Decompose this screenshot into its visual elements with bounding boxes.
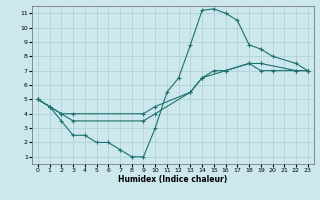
X-axis label: Humidex (Indice chaleur): Humidex (Indice chaleur) — [118, 175, 228, 184]
